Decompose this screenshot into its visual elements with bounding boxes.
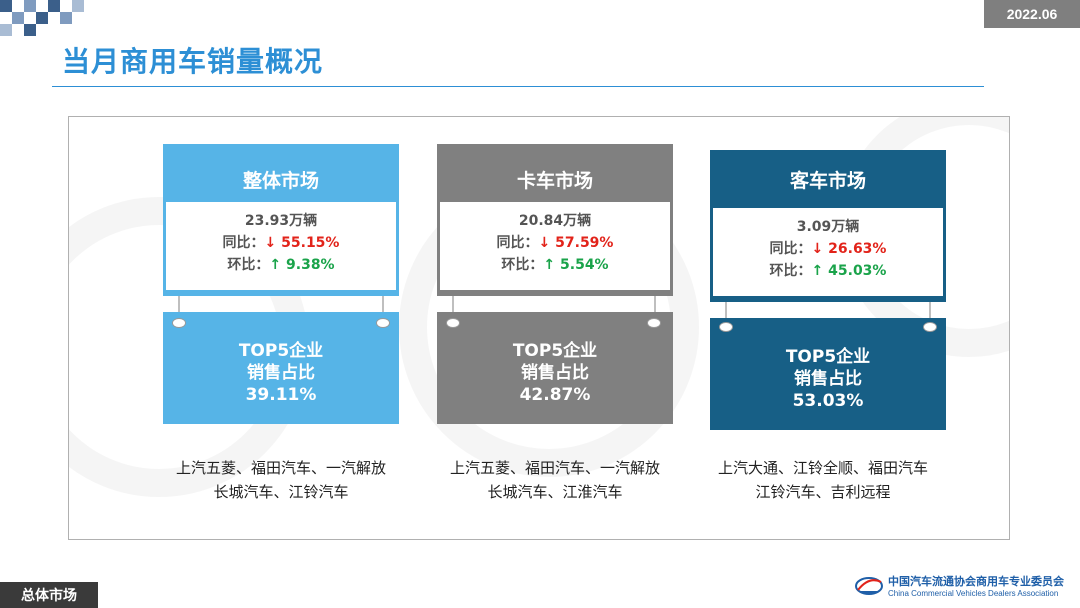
section-tag: 总体市场 (0, 582, 98, 608)
down-arrow-icon: ↓ (811, 241, 824, 257)
top5-title: TOP5企业 (512, 341, 598, 361)
card-hanger-right (382, 296, 384, 314)
yoy-label: 同比： (769, 241, 812, 257)
market-name: 卡车市场 (516, 170, 593, 192)
sales-volume: 23.93万辆 (244, 213, 318, 229)
top5-brands-truck: 上汽五菱、福田汽车、一汽解放 长城汽车、江淮汽车 (425, 456, 685, 504)
page-title: 当月商用车销量概况 (62, 45, 324, 78)
organization-logo: 中国汽车流通协会商用车专业委员会 China Commercial Vehicl… (854, 573, 1064, 598)
yoy-line: 同比：↓ 57.59% (440, 232, 670, 254)
brands-line: 江铃汽车、吉利远程 (755, 483, 891, 501)
brands-line: 上汽大通、江铃全顺、福田汽车 (717, 459, 928, 477)
mom-label: 环比： (769, 263, 812, 279)
top5-share-value: 39.11% (245, 385, 317, 405)
top5-share-value: 53.03% (792, 391, 864, 411)
yoy-label: 同比： (496, 235, 539, 251)
brands-line: 长城汽车、江淮汽车 (487, 483, 623, 501)
organization-name-en: China Commercial Vehicles Dealers Associ… (888, 589, 1059, 598)
market-stats: 23.93万辆 同比：↓ 55.15% 环比：↑ 9.38% (166, 202, 396, 290)
card-hanger-left (452, 296, 454, 314)
title-divider (52, 86, 984, 87)
down-arrow-icon: ↓ (264, 235, 277, 251)
top5-title: TOP5企业 (785, 347, 871, 367)
mom-value: 45.03% (828, 263, 887, 279)
brands-line: 上汽五菱、福田汽车、一汽解放 (449, 459, 660, 477)
mom-label: 环比： (501, 257, 544, 273)
mom-line: 环比：↑ 9.38% (166, 254, 396, 276)
report-date-badge: 2022.06 (984, 0, 1080, 28)
up-arrow-icon: ↑ (543, 257, 556, 273)
sales-volume: 20.84万辆 (518, 213, 592, 229)
top5-share-card-truck: TOP5企业 销售占比 42.87% (437, 312, 673, 424)
yoy-line: 同比：↓ 26.63% (713, 238, 943, 260)
market-name: 客车市场 (789, 170, 866, 192)
sales-volume: 3.09万辆 (796, 219, 860, 235)
organization-name-cn: 中国汽车流通协会商用车专业委员会 (888, 575, 1064, 588)
ring-icon (172, 318, 186, 328)
ring-icon (446, 318, 460, 328)
yoy-value: 26.63% (828, 241, 887, 257)
top5-share-card-overall: TOP5企业 销售占比 39.11% (163, 312, 399, 424)
top5-share-value: 42.87% (519, 385, 591, 405)
market-card-overall: 整体市场 23.93万辆 同比：↓ 55.15% 环比：↑ 9.38% (163, 144, 399, 296)
mom-line: 环比：↑ 5.54% (440, 254, 670, 276)
mom-value: 5.54% (560, 257, 609, 273)
top5-title: TOP5企业 (238, 341, 324, 361)
brands-line: 长城汽车、江铃汽车 (213, 483, 349, 501)
top5-subtitle: 销售占比 (247, 363, 315, 383)
ring-icon (376, 318, 390, 328)
market-name: 整体市场 (242, 170, 319, 192)
yoy-label: 同比： (222, 235, 265, 251)
top5-subtitle: 销售占比 (794, 369, 862, 389)
up-arrow-icon: ↑ (269, 257, 282, 273)
top5-subtitle: 销售占比 (521, 363, 589, 383)
top5-brands-bus: 上汽大通、江铃全顺、福田汽车 江铃汽车、吉利远程 (693, 456, 953, 504)
top5-share-card-bus: TOP5企业 销售占比 53.03% (710, 318, 946, 430)
card-hanger-right (654, 296, 656, 314)
mom-line: 环比：↑ 45.03% (713, 260, 943, 282)
market-stats: 3.09万辆 同比：↓ 26.63% 环比：↑ 45.03% (713, 208, 943, 296)
top5-brands-overall: 上汽五菱、福田汽车、一汽解放 长城汽车、江铃汽车 (151, 456, 411, 504)
card-hanger-right (929, 302, 931, 320)
ring-icon (923, 322, 937, 332)
mom-label: 环比： (227, 257, 270, 273)
up-arrow-icon: ↑ (811, 263, 824, 279)
mom-value: 9.38% (286, 257, 335, 273)
market-card-bus: 客车市场 3.09万辆 同比：↓ 26.63% 环比：↑ 45.03% (710, 150, 946, 302)
yoy-value: 55.15% (281, 235, 340, 251)
down-arrow-icon: ↓ (538, 235, 551, 251)
market-stats: 20.84万辆 同比：↓ 57.59% 环比：↑ 5.54% (440, 202, 670, 290)
yoy-line: 同比：↓ 55.15% (166, 232, 396, 254)
card-hanger-left (178, 296, 180, 314)
market-card-truck: 卡车市场 20.84万辆 同比：↓ 57.59% 环比：↑ 5.54% (437, 144, 673, 296)
card-hanger-left (725, 302, 727, 320)
ccda-logo-icon (855, 576, 883, 595)
ring-icon (647, 318, 661, 328)
brands-line: 上汽五菱、福田汽车、一汽解放 (175, 459, 386, 477)
ring-icon (719, 322, 733, 332)
yoy-value: 57.59% (555, 235, 614, 251)
